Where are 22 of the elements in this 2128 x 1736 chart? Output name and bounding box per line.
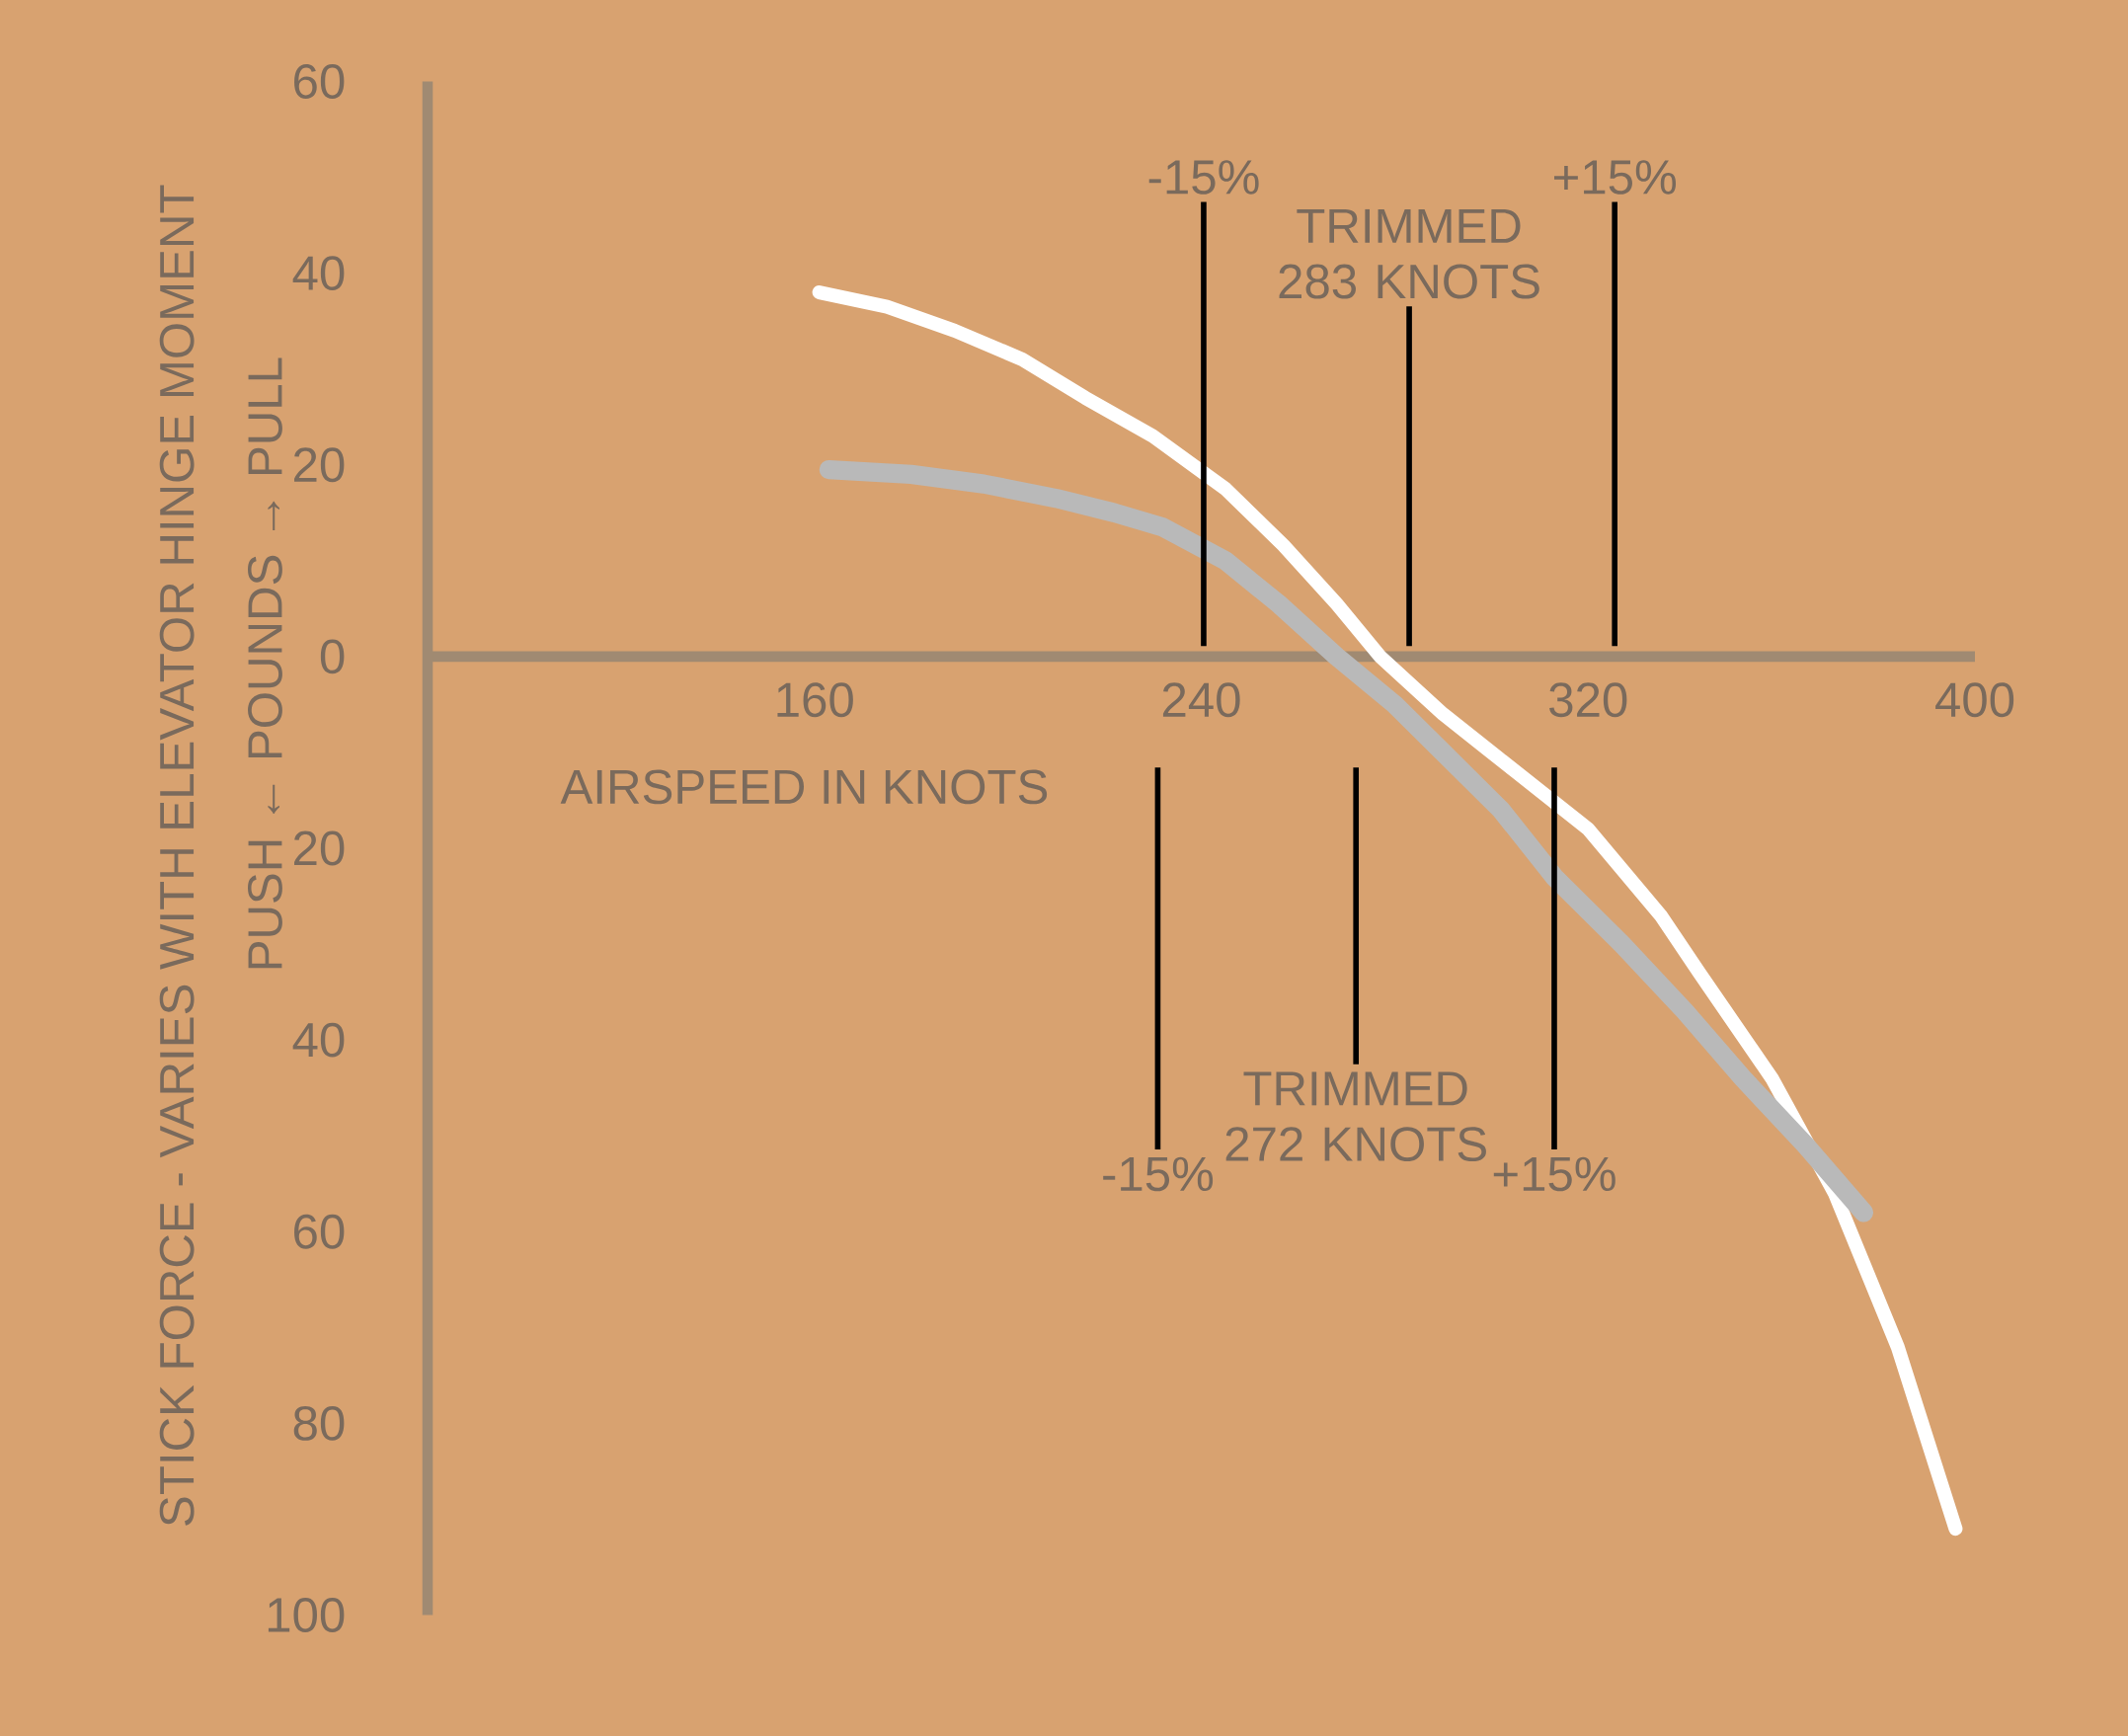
y-tick-label: 60: [294, 1214, 345, 1249]
y-tick-label: 40: [292, 256, 345, 291]
annotation: -15%: [1103, 1156, 1214, 1192]
ref-line-label: TRIMMED 283 KNOTS: [1279, 208, 1539, 299]
y-axis-title: STICK FORCE - VARIES WITH ELEVATOR HINGE MOMENT: [159, 185, 195, 1526]
x-axis-title: AIRSPEED IN KNOTS: [560, 769, 1048, 805]
y-tick-label: 80: [293, 1405, 345, 1441]
y-tick-label: 20: [294, 830, 345, 866]
y-tick-label: 20: [294, 447, 345, 483]
x-tick-label: 240: [1162, 682, 1240, 718]
text: PUSH ← POUNDS → PULL: [248, 357, 282, 969]
y-tick-label: 40: [292, 1022, 345, 1058]
y-tick-label: 60: [294, 64, 345, 99]
annotation: -15%: [1148, 160, 1259, 195]
y-tick-label: 100: [268, 1598, 345, 1632]
annotation: +15%: [1493, 1156, 1616, 1192]
x-tick-label: 160: [777, 682, 853, 718]
x-tick-label: 400: [1935, 682, 2014, 718]
ref-line-label: TRIMMED 272 KNOTS: [1225, 1071, 1486, 1162]
y-tick-label: 0: [320, 639, 345, 674]
x-tick-label: 320: [1549, 682, 1627, 718]
annotation: +15%: [1554, 160, 1677, 195]
